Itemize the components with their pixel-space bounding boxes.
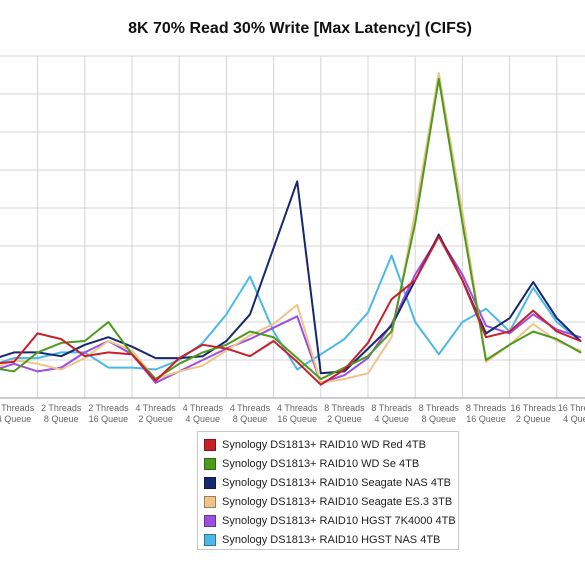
legend-item: Synology DS1813+ RAID10 Seagate ES.3 3TB — [204, 492, 458, 511]
legend-item: Synology DS1813+ RAID10 Seagate NAS 4TB — [204, 473, 458, 492]
x-tick-label: 16 Queue — [277, 414, 317, 424]
x-tick-label: 8 Queue — [44, 414, 79, 424]
legend-swatch — [204, 438, 216, 451]
x-tick-label: 16 Threads — [558, 403, 585, 413]
x-tick-label: 16 Queue — [466, 414, 506, 424]
x-tick-label: 4 Queue — [563, 414, 585, 424]
series-line — [0, 235, 582, 386]
x-tick-label: 8 Queue — [422, 414, 457, 424]
legend-swatch — [204, 514, 216, 527]
legend-label: Synology DS1813+ RAID10 WD Se 4TB — [222, 457, 420, 470]
legend-item: Synology DS1813+ RAID10 HGST NAS 4TB — [204, 530, 458, 549]
x-tick-label: 2 Queue — [516, 414, 551, 424]
legend-swatch — [204, 457, 216, 470]
legend-label: Synology DS1813+ RAID10 HGST 7K4000 4TB — [222, 514, 456, 527]
chart-title: 8K 70% Read 30% Write [Max Latency] (CIF… — [128, 20, 472, 37]
x-tick-label: 2 Queue — [327, 414, 362, 424]
x-tick-label: 8 Threads — [324, 403, 365, 413]
series-line — [0, 235, 582, 384]
legend-item: Synology DS1813+ RAID10 WD Red 4TB — [204, 435, 458, 454]
x-tick-label: 4 Threads — [135, 403, 176, 413]
x-tick-label: 2 Threads — [88, 403, 129, 413]
x-tick-label: 8 Threads — [371, 403, 412, 413]
legend-swatch — [204, 495, 216, 508]
legend-label: Synology DS1813+ RAID10 Seagate NAS 4TB — [222, 476, 451, 489]
x-tick-label: 16 Threads — [511, 403, 557, 413]
x-tick-label: 4 Threads — [230, 403, 271, 413]
x-tick-label: 8 Threads — [419, 403, 460, 413]
x-tick-label: 4 Threads — [277, 403, 318, 413]
legend-label: Synology DS1813+ RAID10 Seagate ES.3 3TB — [222, 495, 453, 508]
x-tick-label: 16 Queue — [89, 414, 129, 424]
x-tick-label: 2 Threads — [41, 403, 82, 413]
series-line — [0, 77, 582, 380]
series-line — [0, 180, 582, 375]
legend-swatch — [204, 476, 216, 489]
x-tick-label: 2 Threads — [0, 403, 35, 413]
legend: Synology DS1813+ RAID10 WD Red 4TB Synolo… — [197, 431, 459, 550]
legend-label: Synology DS1813+ RAID10 WD Red 4TB — [222, 438, 426, 451]
x-tick-label: 4 Queue — [186, 414, 221, 424]
x-tick-label: 8 Queue — [233, 414, 268, 424]
legend-label: Synology DS1813+ RAID10 HGST NAS 4TB — [222, 533, 441, 546]
x-tick-label: 2 Queue — [138, 414, 173, 424]
x-tick-label: 8 Threads — [466, 403, 507, 413]
x-tick-label: 4 Queue — [374, 414, 409, 424]
legend-swatch — [204, 533, 216, 546]
legend-item: Synology DS1813+ RAID10 HGST 7K4000 4TB — [204, 511, 458, 530]
legend-item: Synology DS1813+ RAID10 WD Se 4TB — [204, 454, 458, 473]
x-tick-label: 4 Threads — [183, 403, 224, 413]
x-tick-label: 4 Queue — [0, 414, 31, 424]
